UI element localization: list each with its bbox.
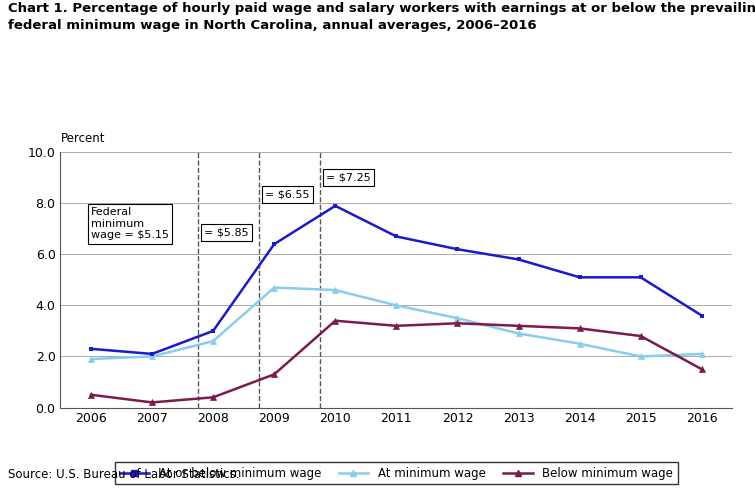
Below minimum wage [514,323,523,329]
Text: = $7.25: = $7.25 [326,173,371,183]
At minimum wage [453,315,462,321]
At or below minimum wage [514,256,523,262]
At or below minimum wage [86,346,95,352]
At minimum wage [698,351,707,357]
At or below minimum wage [636,274,646,280]
Below minimum wage [147,400,156,406]
At minimum wage [147,354,156,359]
Text: = $5.85: = $5.85 [204,228,248,238]
Legend: At or below minimum wage, At minimum wage, Below minimum wage: At or below minimum wage, At minimum wag… [115,462,678,485]
At minimum wage [636,354,646,359]
Line: At minimum wage: At minimum wage [88,285,704,362]
At or below minimum wage [575,274,584,280]
At minimum wage [392,302,401,308]
At or below minimum wage [392,234,401,240]
At or below minimum wage [698,313,707,319]
Text: Chart 1. Percentage of hourly paid wage and salary workers with earnings at or b: Chart 1. Percentage of hourly paid wage … [8,2,755,15]
At or below minimum wage [208,328,217,334]
Below minimum wage [331,318,340,324]
Text: Source: U.S. Bureau of Labor Statistics.: Source: U.S. Bureau of Labor Statistics. [8,468,239,481]
Below minimum wage [392,323,401,329]
At minimum wage [270,285,279,291]
At minimum wage [208,338,217,344]
At or below minimum wage [331,203,340,209]
Text: Federal
minimum
wage = $5.15: Federal minimum wage = $5.15 [91,207,169,240]
Below minimum wage [86,392,95,398]
At minimum wage [575,341,584,347]
At minimum wage [514,330,523,336]
At or below minimum wage [147,351,156,357]
At or below minimum wage [270,241,279,247]
At minimum wage [331,287,340,293]
At or below minimum wage [453,246,462,252]
Below minimum wage [208,394,217,400]
Line: Below minimum wage: Below minimum wage [88,318,704,405]
Text: Percent: Percent [60,132,105,145]
Below minimum wage [575,326,584,331]
Text: federal minimum wage in North Carolina, annual averages, 2006–2016: federal minimum wage in North Carolina, … [8,19,536,31]
Below minimum wage [698,366,707,372]
At minimum wage [86,356,95,362]
Below minimum wage [636,333,646,339]
Text: = $6.55: = $6.55 [265,190,310,199]
Line: At or below minimum wage: At or below minimum wage [88,203,704,356]
Below minimum wage [270,371,279,377]
Below minimum wage [453,320,462,326]
